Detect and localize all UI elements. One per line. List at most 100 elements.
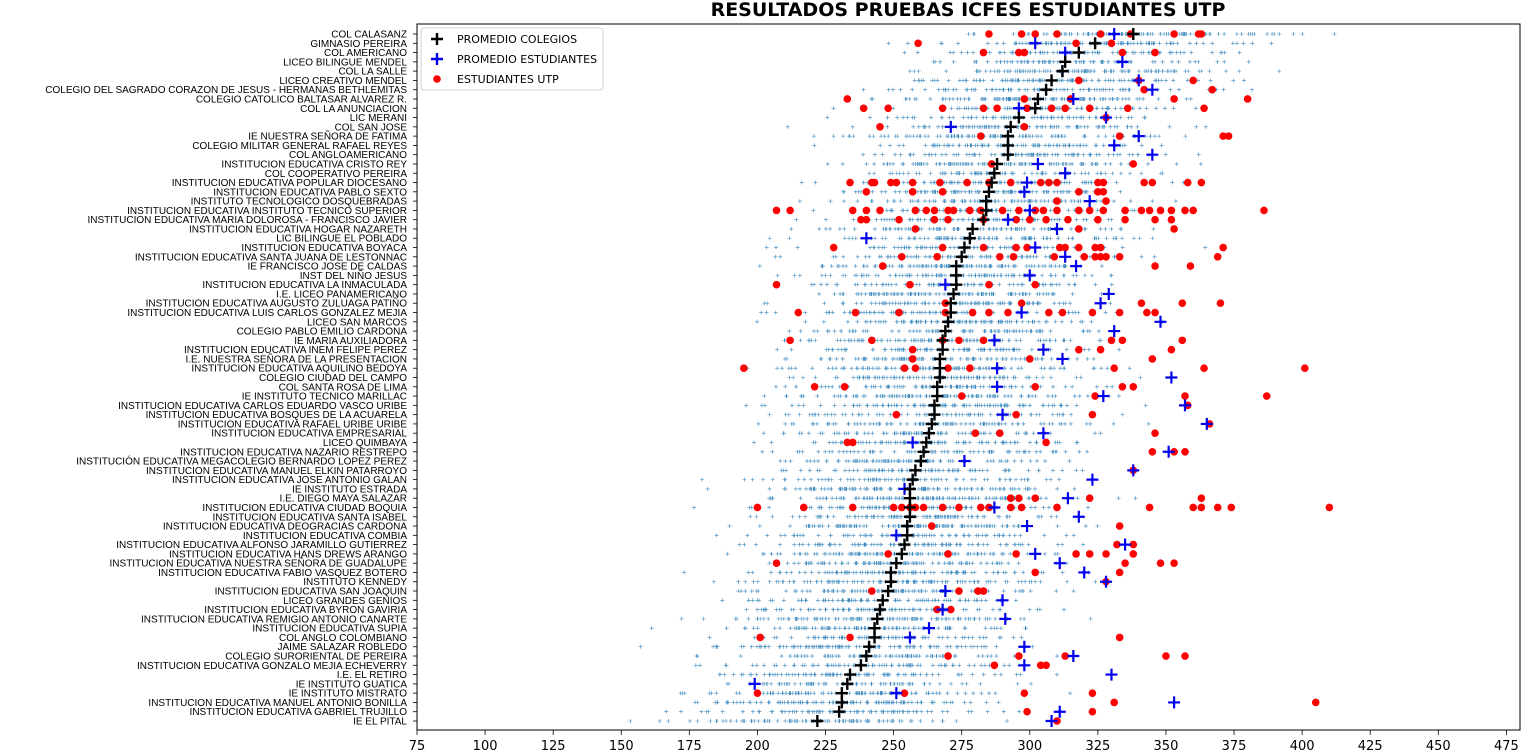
- x-tick-label: 475: [1494, 739, 1519, 754]
- school-average-marker: [903, 510, 916, 523]
- student-average-marker: [1029, 241, 1042, 254]
- student-average-marker: [1051, 222, 1064, 235]
- utp-student-dot: [1189, 76, 1197, 85]
- legend-marker-2: [433, 75, 441, 83]
- score-distribution-marks: [725, 681, 1033, 686]
- utp-student-dot: [911, 225, 920, 233]
- student-average-marker: [1108, 28, 1121, 40]
- utp-student-dot: [1017, 30, 1026, 38]
- student-average-marker: [991, 362, 1004, 375]
- utp-student-dot: [1219, 243, 1227, 252]
- utp-student-dot: [1061, 652, 1069, 660]
- utp-student-dot: [868, 336, 876, 345]
- utp-student-dot: [1025, 355, 1034, 363]
- utp-student-dot: [998, 206, 1007, 215]
- legend-label: ESTUDIANTES UTP: [457, 73, 559, 86]
- utp-student-dot: [1224, 132, 1233, 140]
- school-average-marker: [841, 677, 854, 690]
- y-tick-label: INSTITUCION EDUCATIVA GONZALO MEJIA ECHE…: [137, 661, 407, 672]
- student-average-marker: [1023, 204, 1036, 217]
- utp-student-dot: [949, 206, 958, 215]
- utp-student-dot: [1227, 503, 1236, 512]
- school-average-marker: [944, 306, 957, 319]
- utp-student-dot: [1110, 698, 1119, 707]
- utp-student-dot: [897, 503, 906, 512]
- utp-student-dot: [1080, 253, 1089, 261]
- y-tick-label: JAIME SALAZAR ROBLEDO: [278, 642, 408, 653]
- y-tick-label: INSTITUCION EDUCATIVA HOGAR NAZARETH: [189, 224, 407, 235]
- score-distribution-marks: [787, 375, 1143, 380]
- utp-student-dot: [1099, 188, 1108, 196]
- utp-student-dot: [876, 123, 884, 131]
- utp-student-dot: [1260, 206, 1268, 215]
- x-tick-label: 250: [881, 739, 906, 754]
- utp-student-dot: [1015, 494, 1023, 502]
- score-distribution-marks: [825, 115, 1147, 120]
- student-average-marker: [936, 603, 949, 616]
- utp-student-dot: [911, 206, 920, 215]
- legend: PROMEDIO COLEGIOS PROMEDIO ESTUDIANTES EST…: [420, 27, 604, 91]
- x-tick-label: 275: [949, 739, 974, 754]
- utp-student-dot: [862, 206, 871, 215]
- utp-student-dot: [1181, 392, 1189, 400]
- utp-student-dot: [810, 382, 819, 391]
- utp-student-dot: [1020, 123, 1029, 131]
- y-tick-label: INSTITUCION EDUCATIVA BYRON GAVIRIA: [204, 605, 407, 616]
- y-tick-label: INSTITUCION EDUCATIVA SANTA JUANA DE LES…: [135, 252, 407, 263]
- student-average-marker: [1100, 575, 1113, 588]
- utp-student-dot: [1017, 299, 1026, 308]
- utp-student-dot: [753, 689, 762, 697]
- y-tick-label: LICEO BILINGUE MENDEL: [283, 57, 407, 68]
- school-average-marker: [1040, 83, 1053, 96]
- utp-student-dot: [1012, 243, 1020, 252]
- utp-student-dot: [1075, 243, 1083, 252]
- y-tick-label: IE FRANCISCO JOSE DE CALDAS: [248, 262, 408, 273]
- y-tick-label: INSTITUCION EDUCATIVA AUGUSTO ZULUAGA PA…: [146, 297, 408, 310]
- school-average-marker: [947, 287, 960, 300]
- student-average-marker: [1072, 510, 1085, 523]
- utp-student-dot: [1017, 503, 1026, 512]
- utp-student-dot: [944, 364, 952, 373]
- utp-student-dot: [857, 215, 865, 224]
- utp-student-dot: [1162, 652, 1170, 660]
- student-average-marker: [1018, 640, 1031, 653]
- utp-student-dot: [1096, 253, 1105, 261]
- school-average-marker: [890, 557, 903, 570]
- y-tick-label: INSTITUCION EDUCATIVA ALFONSO JARAMILLO …: [116, 540, 407, 551]
- y-tick-label: INSTITUCION EDUCATIVA INEM FELIPE PEREZ: [184, 345, 407, 356]
- utp-student-dot: [1143, 308, 1151, 317]
- y-tick-label: INSTITUCION EDUCATIVA REMIGIO ANTONIO CA…: [141, 614, 407, 625]
- utp-student-dot: [914, 39, 922, 48]
- y-tick-label: I.E. NUESTRA SEÑORA DE LA PRESENTACION: [185, 352, 407, 365]
- student-average-marker: [1053, 705, 1066, 718]
- score-distribution-marks: [760, 449, 1090, 454]
- y-tick-label: INSTITUCION EDUCATIVA BOYACA: [241, 243, 407, 254]
- utp-student-dot: [1042, 215, 1050, 224]
- y-tick-label: COL ANGLOAMERICANO: [289, 150, 407, 161]
- utp-student-dot: [1102, 253, 1110, 261]
- utp-student-dot: [1094, 178, 1102, 187]
- utp-student-dot: [966, 206, 974, 215]
- student-average-marker: [1146, 83, 1159, 96]
- utp-student-dot: [930, 206, 939, 215]
- student-average-marker: [1023, 269, 1036, 282]
- student-average-marker: [988, 501, 1001, 514]
- student-average-marker: [1116, 55, 1129, 68]
- y-tick-label: GIMNASIO PEREIRA: [310, 39, 407, 50]
- utp-students-layer: [740, 30, 1334, 725]
- utp-student-dot: [1115, 633, 1124, 642]
- utp-student-dot: [1110, 364, 1119, 373]
- utp-student-dot: [979, 336, 988, 345]
- school-average-marker: [1012, 111, 1025, 124]
- utp-student-dot: [974, 587, 982, 595]
- student-average-marker: [1132, 130, 1145, 143]
- utp-student-dot: [993, 104, 1001, 113]
- utp-student-dot: [957, 392, 966, 400]
- score-distribution-marks: [912, 78, 1247, 83]
- utp-student-dot: [908, 345, 917, 354]
- y-tick-label: IE NUESTRA SEÑORA DE FATIMA: [248, 130, 407, 143]
- utp-student-dot: [1075, 345, 1083, 354]
- school-average-marker: [873, 603, 886, 616]
- utp-student-dot: [1115, 568, 1124, 577]
